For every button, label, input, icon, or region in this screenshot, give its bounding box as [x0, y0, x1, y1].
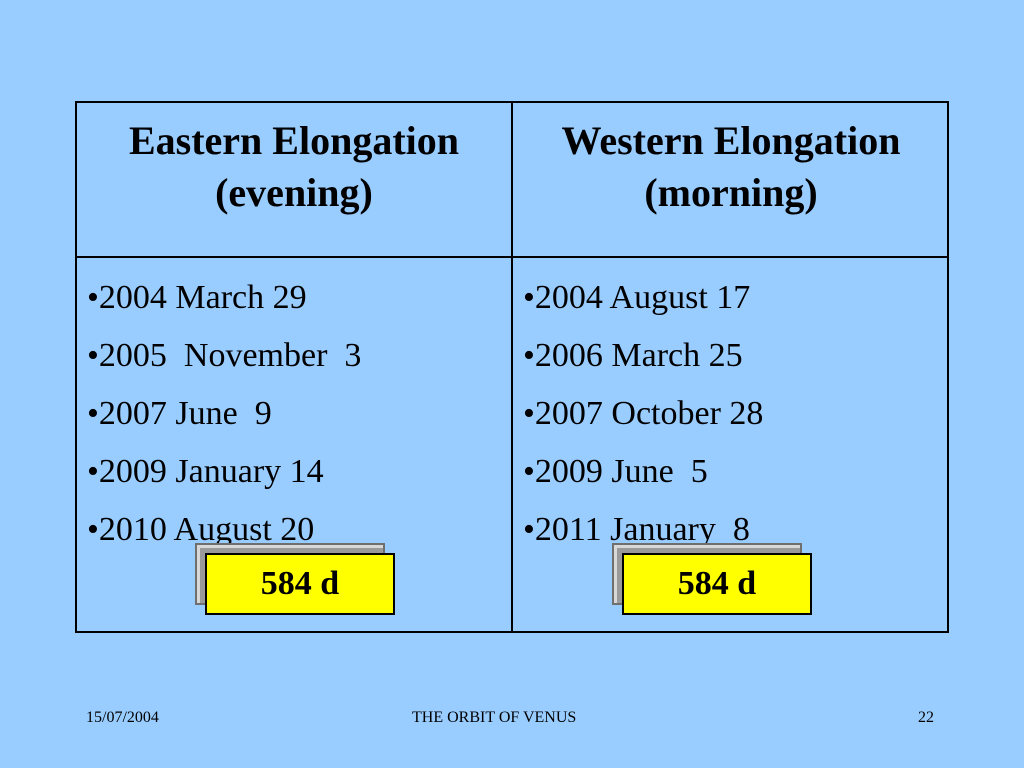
eastern-dates-cell: 2004 March 29 2005 November 3 2007 June …: [77, 258, 513, 631]
footer-title: THE ORBIT OF VENUS: [412, 709, 577, 726]
western-header-line2: (morning): [644, 170, 818, 215]
eastern-date-item: 2004 March 29: [87, 269, 511, 327]
western-header: Western Elongation (morning): [513, 103, 949, 219]
eastern-header-cell: Eastern Elongation (evening): [77, 103, 513, 258]
footer-page-number: 22: [918, 709, 934, 726]
eastern-period-label: 584 d: [205, 553, 395, 615]
western-date-item: 2009 June 5: [523, 443, 949, 501]
western-header-line1: Western Elongation: [561, 118, 901, 163]
western-date-list: 2004 August 17 2006 March 25 2007 Octobe…: [513, 258, 949, 559]
western-date-item: 2004 August 17: [523, 269, 949, 327]
western-date-item: 2006 March 25: [523, 327, 949, 385]
eastern-header: Eastern Elongation (evening): [77, 103, 511, 219]
western-date-item: 2011 January 8: [523, 501, 949, 559]
footer-date: 15/07/2004: [86, 709, 159, 726]
eastern-period-box: 584 d: [195, 543, 395, 615]
eastern-header-line2: (evening): [215, 170, 373, 215]
western-period-label: 584 d: [622, 553, 812, 615]
western-date-item: 2007 October 28: [523, 385, 949, 443]
eastern-header-line1: Eastern Elongation: [128, 118, 460, 163]
western-dates-cell: 2004 August 17 2006 March 25 2007 Octobe…: [513, 258, 949, 631]
eastern-date-item: 2007 June 9: [87, 385, 511, 443]
western-period-box: 584 d: [612, 543, 812, 615]
eastern-date-item: 2005 November 3: [87, 327, 511, 385]
eastern-date-item: 2009 January 14: [87, 443, 511, 501]
eastern-date-item: 2010 August 20: [87, 501, 511, 559]
elongation-table: Eastern Elongation (evening) Western Elo…: [75, 101, 949, 633]
eastern-date-list: 2004 March 29 2005 November 3 2007 June …: [77, 258, 511, 559]
western-header-cell: Western Elongation (morning): [513, 103, 949, 258]
